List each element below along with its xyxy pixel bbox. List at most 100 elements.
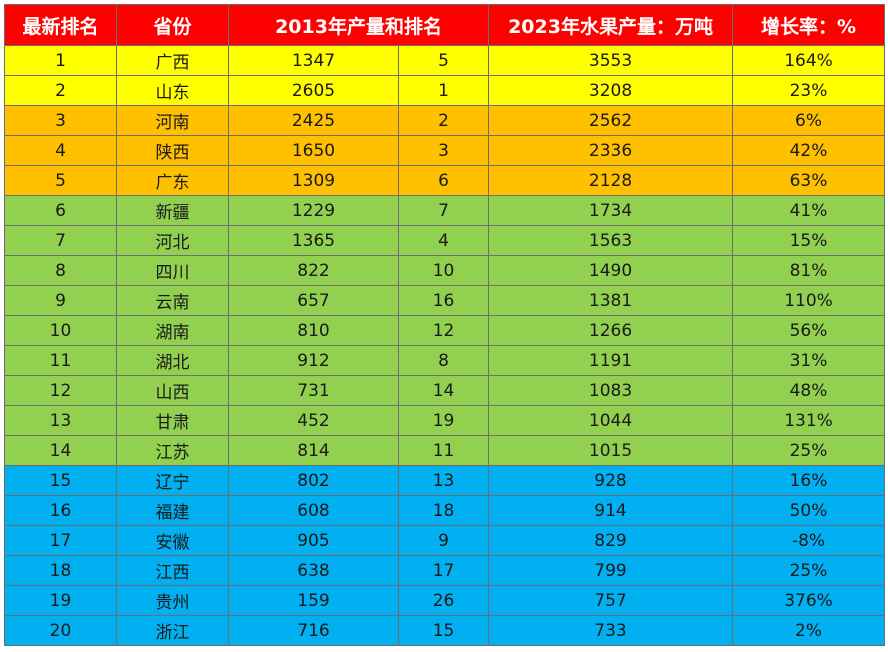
cell-output-2013: 716 — [228, 615, 399, 646]
cell-output-2023: 3208 — [488, 75, 734, 106]
cell-province: 山东 — [116, 75, 229, 106]
cell-output-2013: 657 — [228, 285, 399, 316]
cell-rank-new: 18 — [4, 555, 117, 586]
cell-growth: 15% — [732, 225, 886, 256]
header-output-2023: 2023年水果产量：万吨 — [488, 4, 734, 46]
table-row: 6 新疆 1229 7 1734 41% — [4, 195, 886, 226]
table-row: 10 湖南 810 12 1266 56% — [4, 315, 886, 346]
cell-growth: 56% — [732, 315, 886, 346]
cell-rank-new: 17 — [4, 525, 117, 556]
cell-output-2013: 731 — [228, 375, 399, 406]
cell-growth: 25% — [732, 435, 886, 466]
cell-growth: 48% — [732, 375, 886, 406]
table-body: 1 广西 1347 5 3553 164% 2 山东 2605 1 3208 23% 3 河南 2425 2 2… — [4, 45, 886, 646]
table-row: 3 河南 2425 2 2562 6% — [4, 105, 886, 136]
cell-rank-new: 10 — [4, 315, 117, 346]
cell-rank-2013: 10 — [397, 255, 490, 286]
cell-rank-new: 7 — [4, 225, 117, 256]
cell-output-2023: 799 — [488, 555, 734, 586]
header-province: 省份 — [116, 4, 229, 46]
cell-growth: 41% — [732, 195, 886, 226]
table-row: 5 广东 1309 6 2128 63% — [4, 165, 886, 196]
cell-rank-2013: 16 — [397, 285, 490, 316]
cell-output-2023: 2562 — [488, 105, 734, 136]
table-row: 12 山西 731 14 1083 48% — [4, 375, 886, 406]
cell-province: 江西 — [116, 555, 229, 586]
cell-rank-2013: 8 — [397, 345, 490, 376]
cell-output-2013: 2425 — [228, 105, 399, 136]
cell-rank-2013: 6 — [397, 165, 490, 196]
cell-province: 贵州 — [116, 585, 229, 616]
cell-province: 广东 — [116, 165, 229, 196]
cell-output-2013: 814 — [228, 435, 399, 466]
cell-rank-2013: 9 — [397, 525, 490, 556]
cell-output-2023: 1490 — [488, 255, 734, 286]
cell-output-2023: 1734 — [488, 195, 734, 226]
cell-province: 河南 — [116, 105, 229, 136]
cell-rank-new: 12 — [4, 375, 117, 406]
cell-output-2023: 1266 — [488, 315, 734, 346]
cell-rank-2013: 12 — [397, 315, 490, 346]
cell-output-2013: 802 — [228, 465, 399, 496]
cell-output-2023: 757 — [488, 585, 734, 616]
cell-output-2023: 1044 — [488, 405, 734, 436]
cell-rank-new: 14 — [4, 435, 117, 466]
cell-output-2013: 1229 — [228, 195, 399, 226]
cell-province: 广西 — [116, 45, 229, 76]
cell-growth: 81% — [732, 255, 886, 286]
cell-output-2023: 2336 — [488, 135, 734, 166]
cell-growth: -8% — [732, 525, 886, 556]
table-row: 20 浙江 716 15 733 2% — [4, 615, 886, 646]
cell-output-2023: 1083 — [488, 375, 734, 406]
table-row: 19 贵州 159 26 757 376% — [4, 585, 886, 616]
cell-province: 江苏 — [116, 435, 229, 466]
cell-province: 湖北 — [116, 345, 229, 376]
cell-province: 山西 — [116, 375, 229, 406]
cell-output-2013: 1347 — [228, 45, 399, 76]
cell-province: 河北 — [116, 225, 229, 256]
cell-rank-new: 2 — [4, 75, 117, 106]
cell-growth: 50% — [732, 495, 886, 526]
cell-rank-2013: 19 — [397, 405, 490, 436]
cell-rank-new: 6 — [4, 195, 117, 226]
cell-rank-2013: 5 — [397, 45, 490, 76]
cell-growth: 23% — [732, 75, 886, 106]
cell-province: 云南 — [116, 285, 229, 316]
cell-output-2023: 1191 — [488, 345, 734, 376]
cell-output-2013: 912 — [228, 345, 399, 376]
cell-growth: 131% — [732, 405, 886, 436]
cell-output-2023: 3553 — [488, 45, 734, 76]
cell-growth: 42% — [732, 135, 886, 166]
cell-growth: 16% — [732, 465, 886, 496]
cell-rank-new: 16 — [4, 495, 117, 526]
cell-rank-2013: 17 — [397, 555, 490, 586]
cell-rank-new: 9 — [4, 285, 117, 316]
cell-output-2013: 1309 — [228, 165, 399, 196]
cell-province: 四川 — [116, 255, 229, 286]
cell-output-2013: 810 — [228, 315, 399, 346]
cell-growth: 25% — [732, 555, 886, 586]
cell-rank-new: 11 — [4, 345, 117, 376]
cell-output-2023: 1015 — [488, 435, 734, 466]
table-row: 17 安徽 905 9 829 -8% — [4, 525, 886, 556]
cell-output-2013: 822 — [228, 255, 399, 286]
table-row: 14 江苏 814 11 1015 25% — [4, 435, 886, 466]
table-row: 11 湖北 912 8 1191 31% — [4, 345, 886, 376]
cell-province: 辽宁 — [116, 465, 229, 496]
cell-rank-new: 5 — [4, 165, 117, 196]
cell-rank-new: 15 — [4, 465, 117, 496]
table-row: 1 广西 1347 5 3553 164% — [4, 45, 886, 76]
cell-rank-2013: 13 — [397, 465, 490, 496]
cell-output-2013: 608 — [228, 495, 399, 526]
cell-province: 甘肃 — [116, 405, 229, 436]
cell-rank-new: 1 — [4, 45, 117, 76]
header-growth: 增长率：% — [732, 4, 886, 46]
cell-growth: 110% — [732, 285, 886, 316]
cell-growth: 376% — [732, 585, 886, 616]
cell-rank-2013: 11 — [397, 435, 490, 466]
header-output-2013-and-rank: 2013年产量和排名 — [227, 4, 490, 46]
cell-growth: 164% — [732, 45, 886, 76]
cell-output-2023: 1563 — [488, 225, 734, 256]
cell-rank-2013: 4 — [397, 225, 490, 256]
